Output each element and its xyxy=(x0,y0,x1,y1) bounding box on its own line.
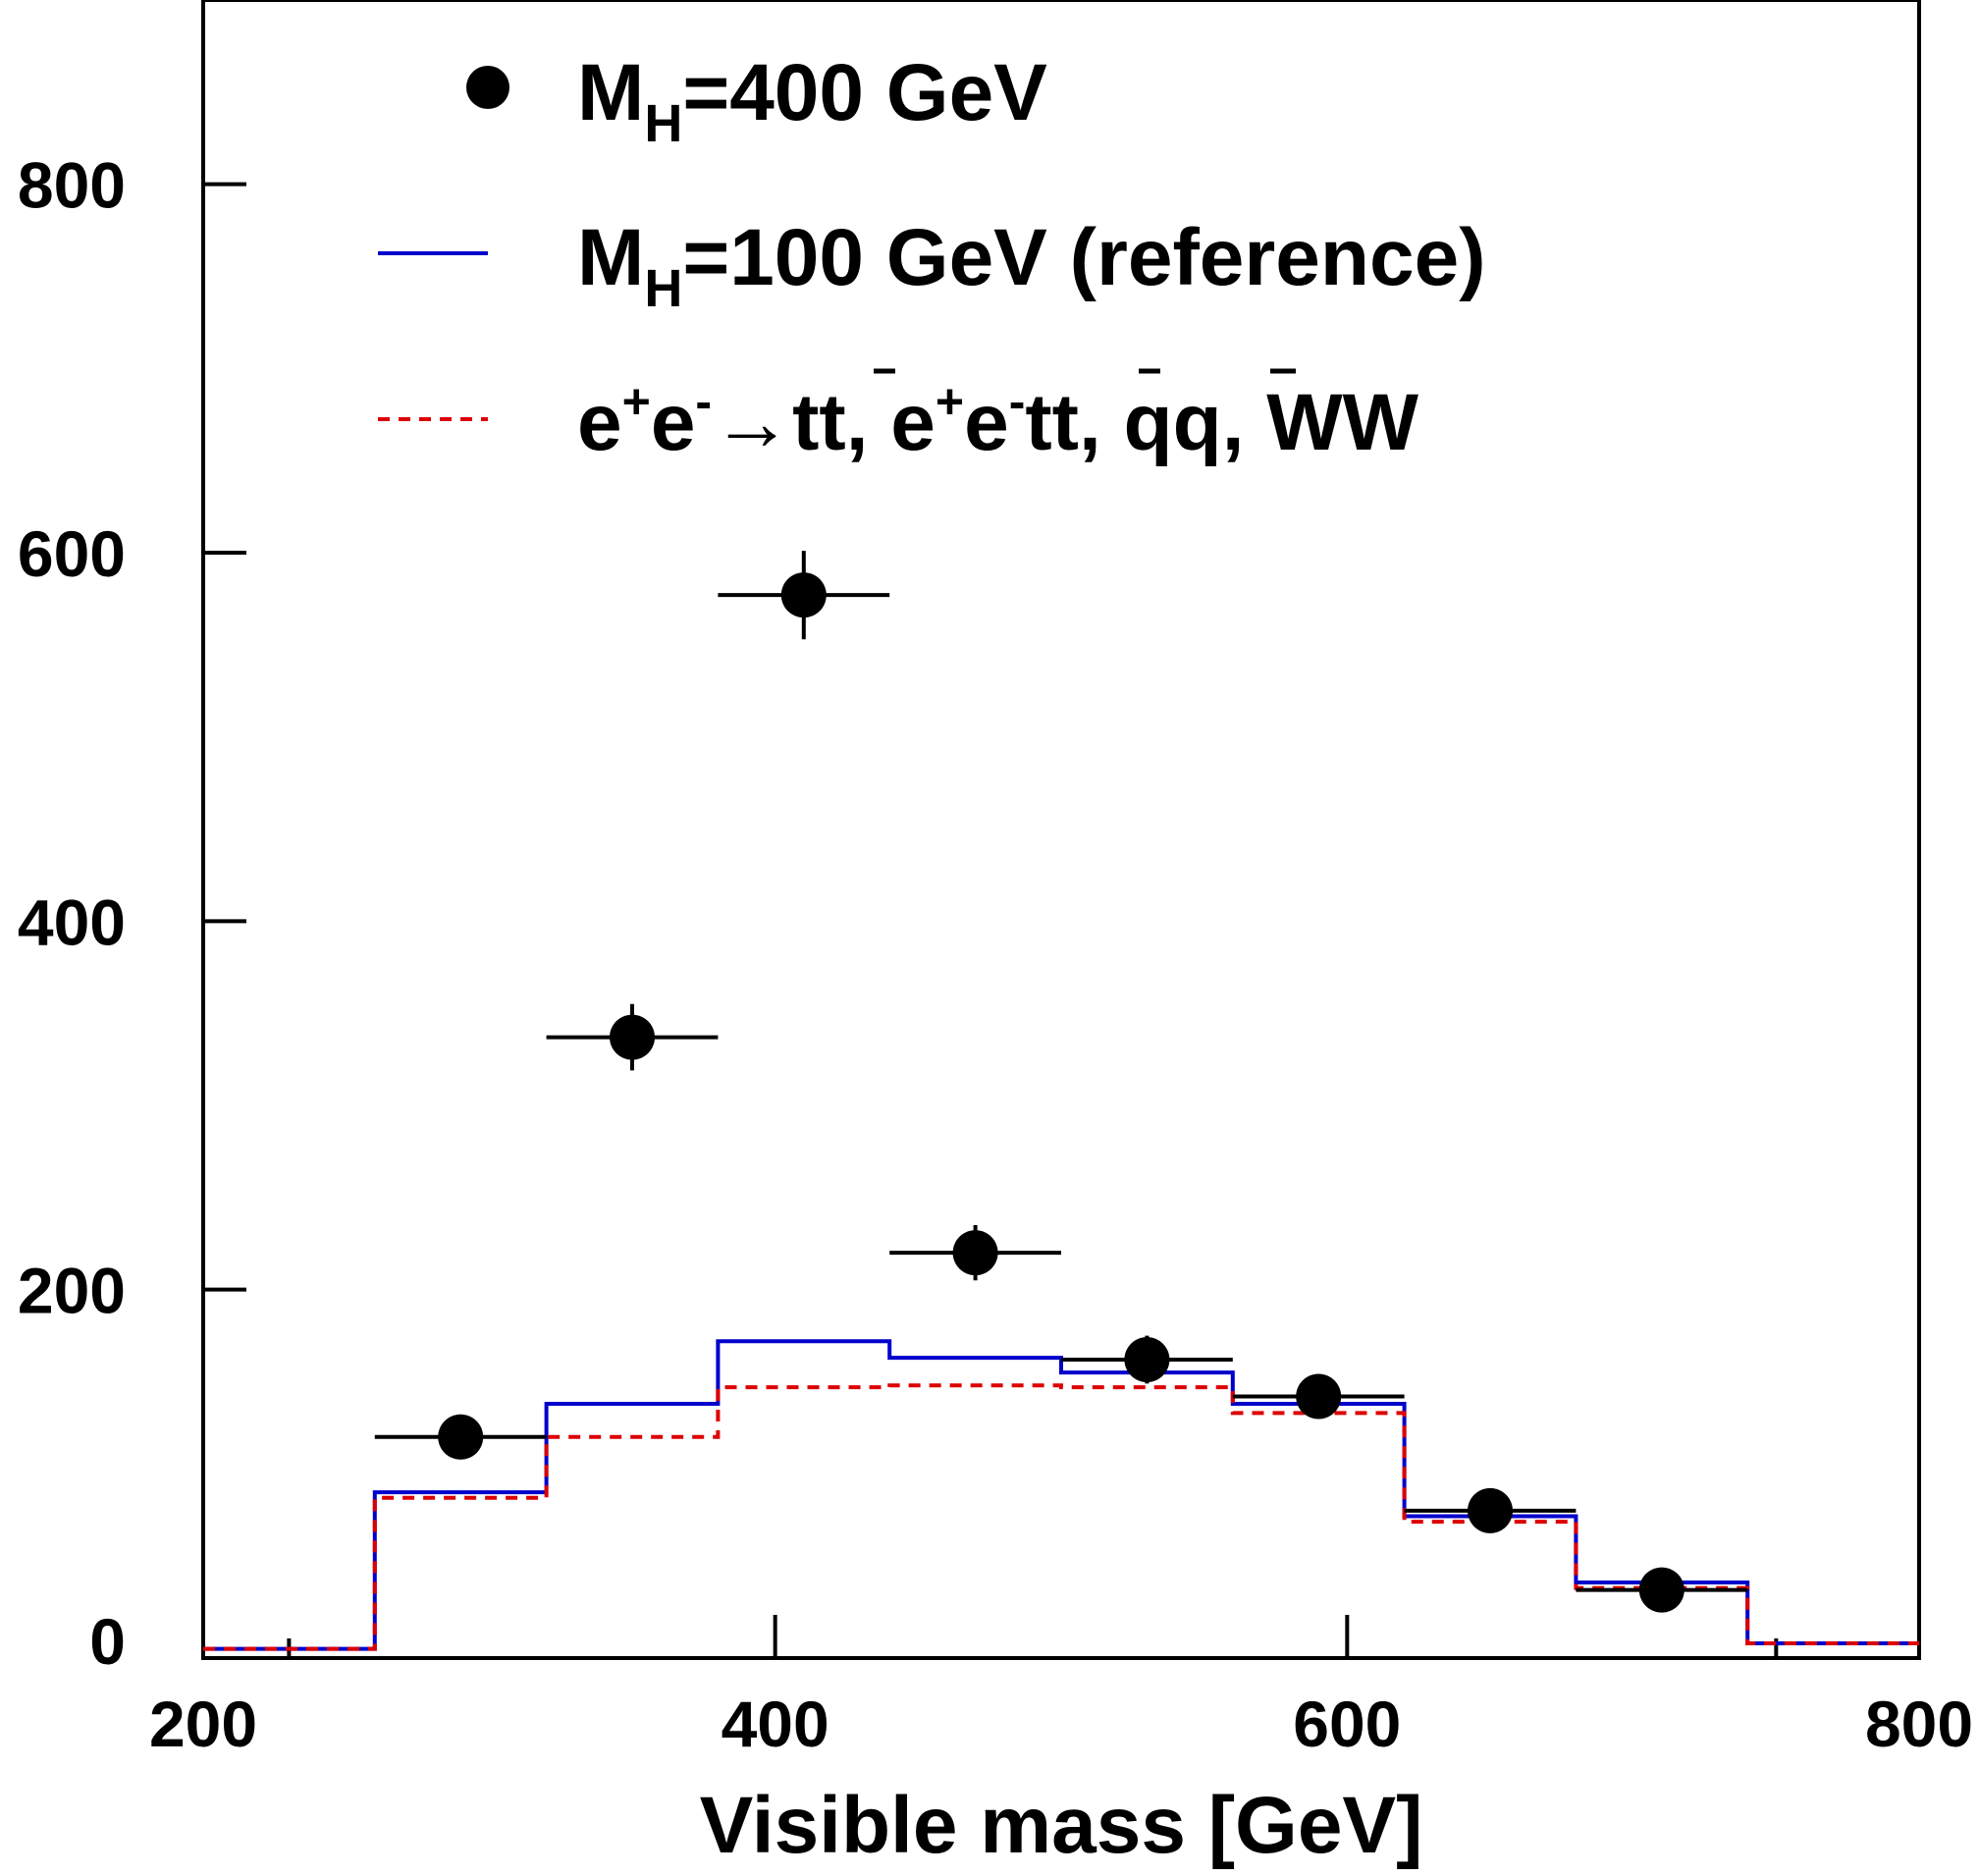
y-tick-label-600: 600 xyxy=(18,517,126,590)
series-line-background xyxy=(203,1383,1919,1651)
x-tick-label-200: 200 xyxy=(149,1688,257,1760)
histogram-series xyxy=(203,1339,1919,1651)
y-tick-label-200: 200 xyxy=(18,1255,126,1327)
legend-label-dashed: e+e-→tt, e+e-tt, qq, WW xyxy=(577,374,1419,467)
x-tick-label-400: 400 xyxy=(722,1688,829,1760)
plot-frame xyxy=(201,0,1921,1660)
data-points xyxy=(374,551,1748,1613)
legend-label-points: MH=400 GeV xyxy=(577,48,1047,153)
x-tick-label-800: 800 xyxy=(1865,1688,1973,1760)
data-point-3 xyxy=(952,1230,998,1276)
y-tick-label-0: 0 xyxy=(89,1605,126,1678)
legend-marker-points xyxy=(466,66,509,109)
data-point-4 xyxy=(1124,1336,1170,1382)
data-point-2 xyxy=(780,572,827,618)
data-point-6 xyxy=(1468,1487,1513,1533)
data-point-5 xyxy=(1296,1373,1342,1420)
y-tick-label-800: 800 xyxy=(18,149,126,222)
x-axis-title: Visible mass [GeV] xyxy=(700,1781,1423,1870)
x-tick-label-600: 600 xyxy=(1293,1688,1401,1760)
legend: MH=400 GeV MH=100 GeV (reference) e+e-→t… xyxy=(378,48,1486,467)
y-tick-label-400: 400 xyxy=(18,885,126,958)
data-point-7 xyxy=(1638,1567,1685,1613)
tick-labels: 200 400 600 800 0 200 400 600 800 xyxy=(18,149,1973,1760)
data-point-0 xyxy=(438,1414,484,1460)
legend-label-solid: MH=100 GeV (reference) xyxy=(577,213,1486,318)
data-point-1 xyxy=(610,1014,655,1060)
